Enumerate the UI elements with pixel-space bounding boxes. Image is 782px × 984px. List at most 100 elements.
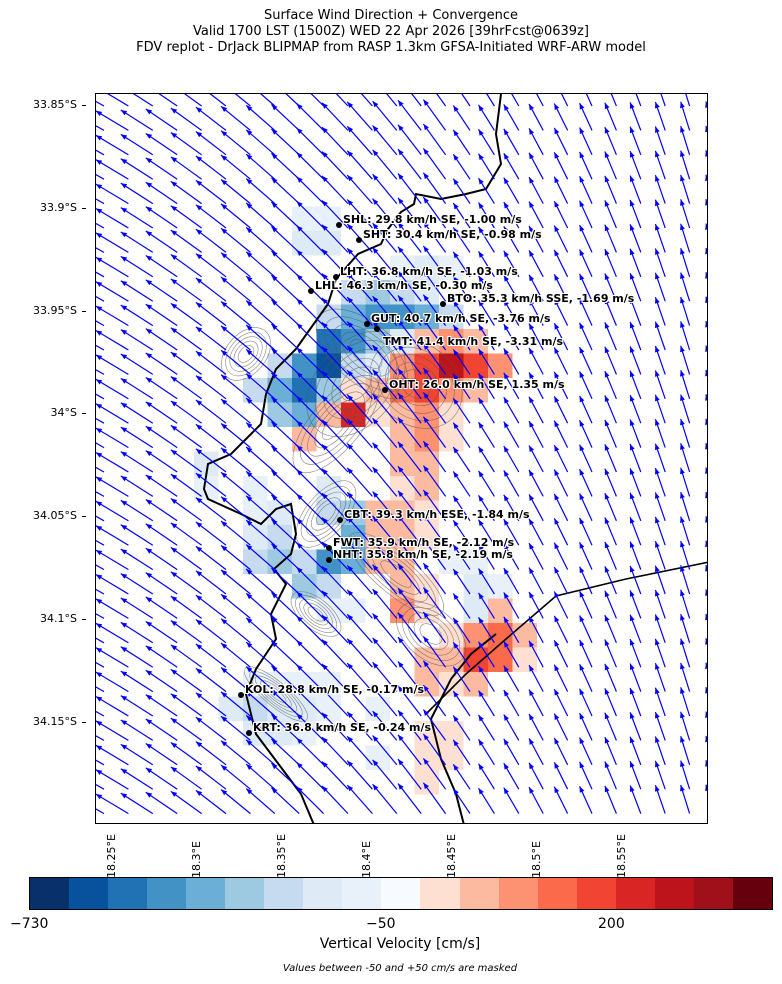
station-marker[interactable] [364,321,370,327]
wind-arrow [321,639,349,668]
wind-arrow [629,297,642,326]
wind-arrow [528,738,544,766]
station-marker[interactable] [337,517,343,523]
wind-arrow [96,784,105,790]
wind-arrow [195,179,227,205]
wind-arrow [654,614,666,643]
wind-arrow [321,273,349,302]
wind-arrow [503,299,520,326]
wind-arrow [478,714,495,741]
wind-arrow [397,99,422,131]
convergence-cell [439,329,464,354]
station-marker[interactable] [246,730,252,736]
wind-arrow [629,565,642,595]
wind-arrow [245,178,276,205]
wind-arrow [170,742,202,766]
wind-arrow [553,640,569,668]
wind-arrow [270,738,300,766]
wind-arrow [503,274,520,302]
wind-arrow [96,793,129,815]
wind-arrow [528,616,544,644]
wind-arrow [96,525,129,546]
wind-arrow [397,636,422,668]
convergence-cell [414,745,439,770]
station-marker[interactable] [336,222,342,228]
wind-arrow [96,573,129,595]
wind-arrow [245,690,276,717]
wind-arrow [528,152,544,180]
wind-arrow [270,640,300,668]
wind-arrow [372,637,398,668]
wind-arrow [422,733,447,766]
wind-arrow [486,94,495,107]
wind-arrow [680,174,691,204]
station-marker[interactable] [326,545,332,551]
wind-arrow [170,351,202,375]
wind-arrow [478,202,495,229]
contour-line [311,497,341,531]
wind-arrow [245,666,276,693]
wind-arrow [158,94,178,107]
wind-arrow [220,691,251,717]
convergence-cell [414,402,439,427]
wind-arrow [321,248,349,278]
wind-arrow [579,517,593,546]
wind-arrow [195,789,227,815]
wind-arrow [397,758,422,790]
colorbar-swatch [654,878,694,909]
wind-arrow [372,320,398,351]
wind-arrow [680,540,691,570]
wind-arrow [604,175,617,204]
wind-arrow [296,688,325,717]
station-marker[interactable] [308,288,314,294]
station-marker[interactable] [238,692,244,698]
wind-arrow [145,132,178,156]
wind-arrow [245,544,276,571]
station-marker[interactable] [356,237,362,243]
wind-arrow [195,350,227,375]
map-panel [95,93,708,824]
wind-arrow [270,445,300,473]
wind-arrow [270,250,300,278]
wind-arrow [478,763,495,790]
station-marker[interactable] [333,274,339,280]
contour-line [299,598,333,630]
convergence-cell [439,427,464,452]
wind-arrow [629,126,642,156]
wind-arrow [96,134,129,156]
station-marker[interactable] [440,301,446,307]
wind-arrow [604,224,617,253]
wind-arrow [452,519,471,546]
wind-arrow [635,94,642,107]
wind-arrow [120,573,154,595]
convergence-cell [414,427,439,452]
wind-arrow [397,197,422,229]
wind-arrow [397,124,422,156]
station-marker[interactable] [326,557,332,563]
convergence-cell [341,500,366,525]
station-marker[interactable] [374,326,380,332]
wind-arrow [680,613,691,643]
station-marker[interactable] [382,387,388,393]
wind-arrow [220,130,251,156]
title-line-1: Surface Wind Direction + Convergence [263,8,519,23]
wind-arrow [553,322,569,351]
contour-line [356,539,436,609]
wind-arrow [260,94,276,107]
wind-arrow [553,249,569,278]
wind-arrow [654,736,666,765]
wind-arrow [321,736,349,766]
wind-arrow [296,298,325,327]
wind-arrow [422,636,447,668]
wind-arrow [120,768,154,790]
wind-arrow [604,688,617,717]
wind-arrow [96,491,105,497]
wind-arrow [220,301,251,327]
wind-arrow [680,638,691,668]
wind-arrow [170,693,202,717]
lon-tick-label: 18.25°E [105,834,118,878]
wind-arrow [680,565,691,595]
wind-arrow [422,758,447,790]
wind-arrow [680,223,691,253]
wind-arrow [195,643,227,668]
